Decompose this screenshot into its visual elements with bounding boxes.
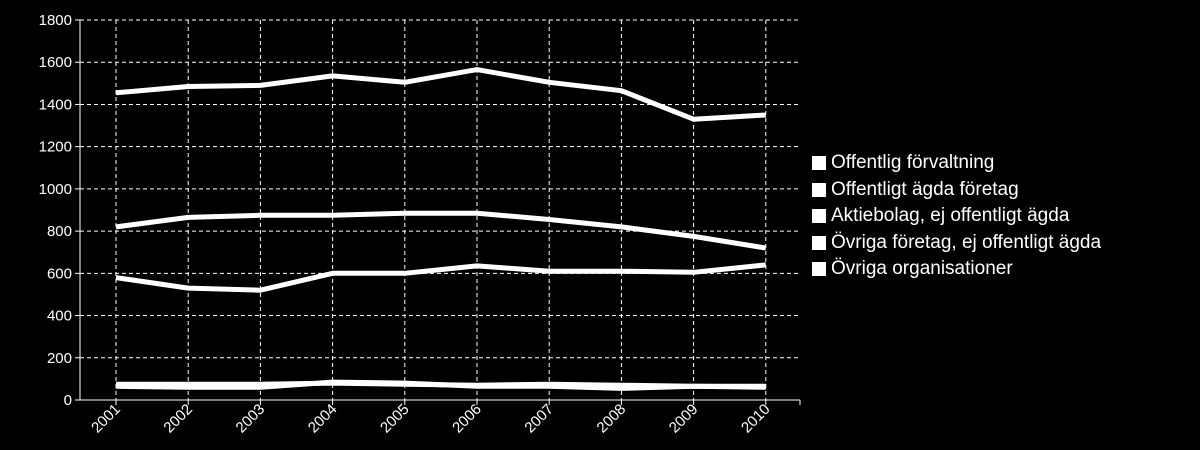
x-tick-label: 2006 [449, 401, 485, 437]
legend-item-ovriga-organisationer: Övriga organisationer [812, 256, 1101, 283]
legend-label: Offentlig förvaltning [831, 152, 995, 174]
x-tick-label: 2010 [738, 401, 774, 437]
legend-swatch [812, 235, 826, 250]
legend-label: Offentligt ägda företag [831, 178, 1019, 200]
legend-swatch [812, 156, 826, 171]
series-line-0 [115, 67, 766, 122]
legend-swatch [812, 182, 826, 197]
y-tick-label: 0 [64, 392, 72, 409]
y-tick-label: 200 [47, 350, 72, 367]
legend-item-offentligt-agda-foretag: Offentligt ägda företag [812, 177, 1101, 204]
series-line-4 [115, 379, 766, 391]
x-tick-label: 2004 [305, 401, 341, 437]
legend-item-aktiebolag: Aktiebolag, ej offentligt ägda [812, 203, 1101, 230]
x-tick-label: 2007 [521, 401, 557, 437]
legend-item-offentlig-forvaltning: Offentlig förvaltning [812, 150, 1101, 177]
y-tick-label: 400 [47, 308, 72, 325]
y-tick-label: 1400 [39, 96, 72, 113]
legend-label: Övriga företag, ej offentligt ägda [831, 231, 1102, 253]
y-tick-label: 1200 [39, 139, 72, 156]
series-line-2 [115, 262, 767, 293]
y-tick-label: 1000 [39, 181, 72, 198]
x-tick-label: 2008 [594, 401, 630, 437]
x-tick-label: 2005 [377, 401, 413, 437]
legend-label: Övriga organisationer [831, 258, 1013, 280]
y-tick-label: 1800 [39, 12, 72, 29]
axes [75, 19, 801, 405]
y-tick-label: 800 [47, 223, 72, 240]
legend: Offentlig förvaltning Offentligt ägda fö… [812, 150, 1101, 283]
x-tick-label: 2009 [666, 401, 702, 437]
y-tick-label: 600 [47, 265, 72, 282]
y-tick-label: 1600 [39, 54, 72, 71]
legend-item-ovriga-foretag: Övriga företag, ej offentligt ägda [812, 230, 1101, 257]
legend-swatch [812, 209, 826, 224]
x-tick-label: 2002 [160, 401, 196, 437]
legend-swatch [812, 262, 826, 277]
series-line-1 [115, 210, 767, 251]
legend-label: Aktiebolag, ej offentligt ägda [831, 205, 1070, 227]
x-tick-label: 2001 [88, 401, 124, 437]
x-tick-label: 2003 [233, 401, 269, 437]
series-lines [115, 67, 767, 391]
